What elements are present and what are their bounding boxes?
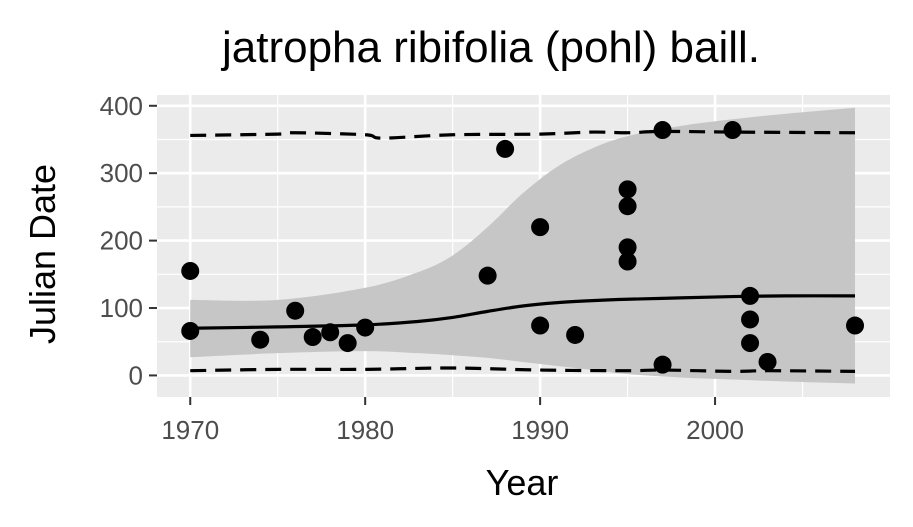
x-tick-label: 1980	[336, 415, 394, 445]
data-point	[618, 238, 637, 257]
y-axis: 0 100 200 300 400	[100, 91, 157, 390]
y-tick-label: 0	[129, 360, 143, 390]
data-point	[531, 218, 550, 237]
confidence-ribbon	[190, 107, 856, 384]
x-tick-label: 1990	[511, 415, 569, 445]
data-point	[566, 325, 585, 344]
confidence-ribbon-layer	[190, 107, 856, 384]
data-point	[496, 139, 515, 158]
y-tick-label: 100	[100, 293, 143, 323]
data-point	[618, 180, 637, 199]
data-point	[356, 318, 375, 337]
y-tick-label: 200	[100, 226, 143, 256]
data-point	[181, 321, 200, 340]
data-point	[653, 121, 672, 140]
data-point	[618, 252, 637, 271]
data-point	[251, 330, 270, 349]
data-point	[653, 355, 672, 374]
data-point	[846, 316, 865, 335]
x-axis: 1970 1980 1990 2000	[161, 397, 744, 445]
y-axis-title: Julian Date	[22, 164, 63, 344]
data-point	[181, 261, 200, 280]
points-layer	[181, 121, 865, 374]
data-point	[741, 286, 760, 305]
data-point	[618, 197, 637, 216]
data-point	[723, 121, 742, 140]
lower-dashed-line	[190, 366, 856, 373]
data-point	[478, 266, 497, 285]
upper-dashed-line	[190, 129, 856, 140]
y-tick-label: 300	[100, 158, 143, 188]
x-tick-label: 1970	[161, 415, 219, 445]
data-point	[303, 328, 322, 347]
dashed-bounds-layer	[190, 129, 856, 373]
data-point	[758, 352, 777, 371]
y-tick-label: 400	[100, 91, 143, 121]
data-point	[741, 310, 760, 329]
x-axis-title: Year	[486, 462, 559, 503]
data-point	[321, 323, 340, 342]
x-tick-label: 2000	[686, 415, 744, 445]
data-point	[338, 334, 357, 353]
chart-title: jatropha ribifolia (pohl) baill.	[220, 23, 760, 72]
data-point	[741, 334, 760, 353]
data-point	[286, 301, 305, 320]
data-point	[531, 316, 550, 335]
